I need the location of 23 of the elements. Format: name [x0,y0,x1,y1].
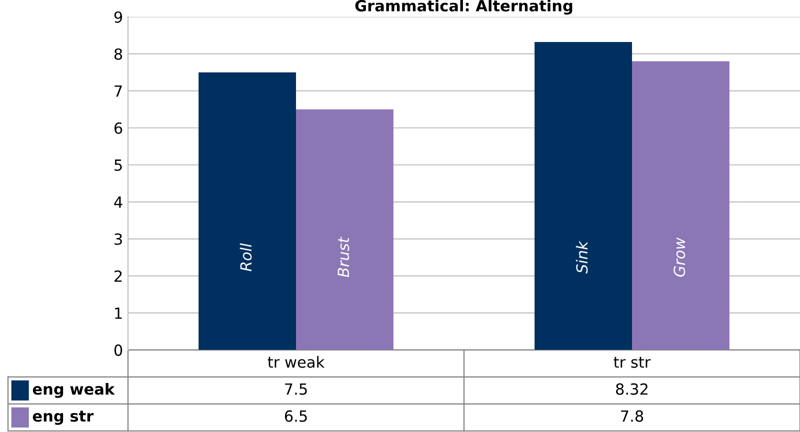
y-tick-label: 5 [114,160,122,171]
data-label: 7.8 [621,410,644,422]
y-tick-label: 1 [115,308,122,319]
y-tick-label: 4 [114,196,122,208]
y-tick-label: 0 [114,344,122,356]
legend-label: eng str [32,410,94,425]
y-tick-label: 6 [114,122,122,134]
annotation: Brust [338,236,350,278]
annotation: Grow [674,237,686,277]
data-label: 8.32 [616,383,648,395]
y-tick-label: 7 [114,86,122,97]
chart-title: Grammatical: Alternating [355,0,572,15]
x-tick-label: tr weak [268,356,325,368]
x-tick-label: tr str [614,356,651,368]
data-label: 7.5 [285,384,307,395]
y-tick-label: 9 [114,11,122,23]
annotation: Sink [576,240,588,274]
legend-label: eng weak [32,382,115,398]
data-label: 6.5 [284,410,307,422]
y-tick-label: 2 [114,270,122,282]
annotation: Roll [240,243,252,272]
y-tick-label: 3 [114,233,122,245]
y-tick-label: 8 [114,48,122,60]
